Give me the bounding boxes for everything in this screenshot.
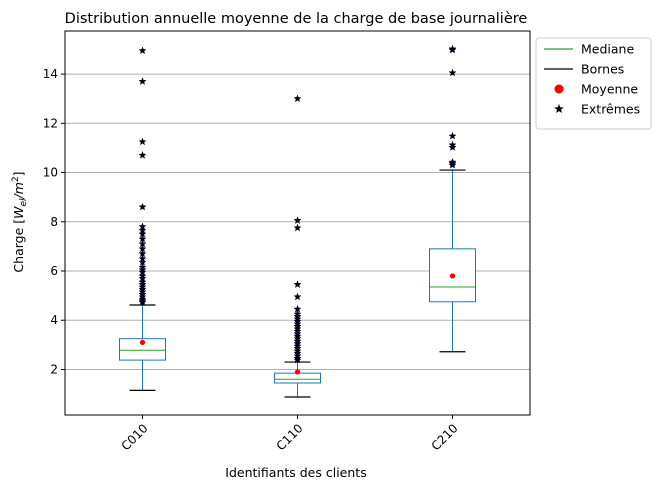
legend-label: Mediane <box>581 42 634 57</box>
boxes <box>119 44 476 398</box>
y-label-suffix: ] <box>11 171 26 176</box>
y-tick-label: 4 <box>50 313 58 327</box>
x-axis-ticks: C010 C110 C210 <box>119 415 461 453</box>
outlier-star <box>138 298 147 307</box>
x-axis-label: Identifiants des clients <box>225 465 366 480</box>
legend-label: Moyenne <box>581 82 638 97</box>
legend-entry: Moyenne <box>554 82 638 97</box>
outlier-star <box>293 355 302 364</box>
iqr-box <box>429 248 476 303</box>
y-tick-label: 12 <box>43 116 58 130</box>
outlier-star <box>138 150 147 159</box>
outlier-star <box>448 131 457 140</box>
y-tick-label: 2 <box>50 362 58 376</box>
box-group <box>119 46 166 391</box>
outlier-star <box>448 45 457 54</box>
iqr-box <box>119 338 166 361</box>
x-tick-label: C010 <box>119 421 151 453</box>
outlier-star <box>293 280 302 289</box>
x-tick-label: C210 <box>429 421 461 453</box>
mean-marker <box>449 273 456 279</box>
mean-marker <box>139 339 146 345</box>
iqr-box <box>274 372 321 384</box>
y-label-unit-base: W <box>11 206 26 219</box>
outlier-star <box>293 292 302 301</box>
legend-label: Extrêmes <box>581 102 640 117</box>
legend-swatch-star <box>554 104 564 114</box>
outlier-star <box>138 202 147 211</box>
outlier-star <box>448 143 457 151</box>
y-axis-ticks: 2 4 6 8 10 12 14 <box>43 67 65 376</box>
legend-swatch-dot <box>554 84 564 94</box>
y-label-unit-div: /m <box>11 182 26 199</box>
outlier-star <box>138 137 147 146</box>
y-label-unit-sub: el <box>19 198 29 207</box>
box-group <box>274 94 321 398</box>
outlier-star <box>138 46 147 55</box>
outlier-star <box>448 68 457 77</box>
box-group <box>429 44 476 353</box>
outlier-star <box>448 160 457 169</box>
x-tick-label: C110 <box>274 421 306 453</box>
outlier-star <box>138 77 147 85</box>
y-label-unit-sup: 2 <box>11 176 21 182</box>
legend-entry: Bornes <box>544 62 624 77</box>
chart-title: Distribution annuelle moyenne de la char… <box>65 11 528 27</box>
y-tick-label: 6 <box>50 264 58 278</box>
y-label-prefix: Charge [ <box>11 219 26 273</box>
legend-frame <box>535 37 652 130</box>
y-tick-label: 10 <box>43 166 58 180</box>
legend-label: Bornes <box>581 62 624 77</box>
outlier-star <box>293 216 302 225</box>
legend-entry: Mediane <box>544 42 634 57</box>
y-axis-label: Charge [Wel/m2] <box>11 171 29 272</box>
legend: Mediane Bornes Moyenne Extrêmes <box>535 37 652 130</box>
y-tick-label: 8 <box>50 215 58 229</box>
outlier-star <box>293 223 302 232</box>
legend-entry: Extrêmes <box>554 102 640 117</box>
mean-marker <box>294 369 301 375</box>
outlier-star <box>293 94 302 103</box>
y-tick-label: 14 <box>43 67 58 81</box>
